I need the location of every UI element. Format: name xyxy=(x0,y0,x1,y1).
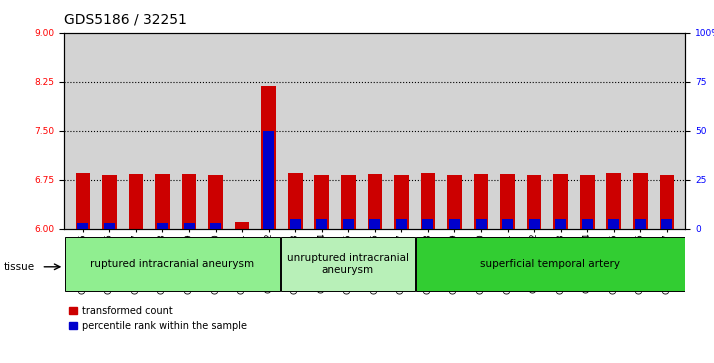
Bar xyxy=(210,223,221,229)
Bar xyxy=(235,222,249,229)
Bar xyxy=(582,219,593,229)
Bar xyxy=(555,219,566,229)
Bar xyxy=(288,173,303,229)
Bar xyxy=(661,219,673,229)
Bar xyxy=(608,219,619,229)
Bar xyxy=(502,219,513,229)
Text: tissue: tissue xyxy=(4,262,35,272)
Bar xyxy=(343,219,353,229)
Bar xyxy=(208,175,223,229)
Bar xyxy=(396,219,407,229)
Bar xyxy=(476,219,486,229)
Bar xyxy=(281,237,415,291)
Bar xyxy=(369,219,381,229)
Bar xyxy=(449,219,460,229)
Bar xyxy=(157,223,168,229)
Bar xyxy=(501,175,515,229)
Bar xyxy=(314,175,329,229)
Bar xyxy=(447,175,462,229)
Bar xyxy=(65,237,280,291)
Bar xyxy=(183,223,194,229)
Bar xyxy=(553,175,568,229)
Bar xyxy=(528,219,540,229)
Bar xyxy=(416,237,685,291)
Bar xyxy=(527,175,541,229)
Bar xyxy=(182,175,196,229)
Text: superficial temporal artery: superficial temporal artery xyxy=(481,259,620,269)
Bar xyxy=(368,175,382,229)
Bar xyxy=(473,175,488,229)
Bar xyxy=(76,173,90,229)
Text: ruptured intracranial aneurysm: ruptured intracranial aneurysm xyxy=(90,259,254,269)
Bar xyxy=(129,175,144,229)
Bar xyxy=(263,131,274,229)
Bar xyxy=(341,175,356,229)
Bar xyxy=(660,175,674,229)
Bar xyxy=(423,219,433,229)
Bar xyxy=(580,175,595,229)
Bar xyxy=(290,219,301,229)
Bar xyxy=(635,219,645,229)
Legend: transformed count, percentile rank within the sample: transformed count, percentile rank withi… xyxy=(69,306,247,331)
Bar xyxy=(421,173,436,229)
Bar xyxy=(316,219,327,229)
Bar xyxy=(77,223,89,229)
Bar xyxy=(261,86,276,229)
Bar xyxy=(394,175,408,229)
Bar xyxy=(155,175,170,229)
Text: GDS5186 / 32251: GDS5186 / 32251 xyxy=(64,13,187,27)
Bar xyxy=(104,223,115,229)
Bar xyxy=(606,173,621,229)
Text: unruptured intracranial
aneurysm: unruptured intracranial aneurysm xyxy=(287,253,409,275)
Bar xyxy=(633,173,648,229)
Bar xyxy=(102,175,116,229)
